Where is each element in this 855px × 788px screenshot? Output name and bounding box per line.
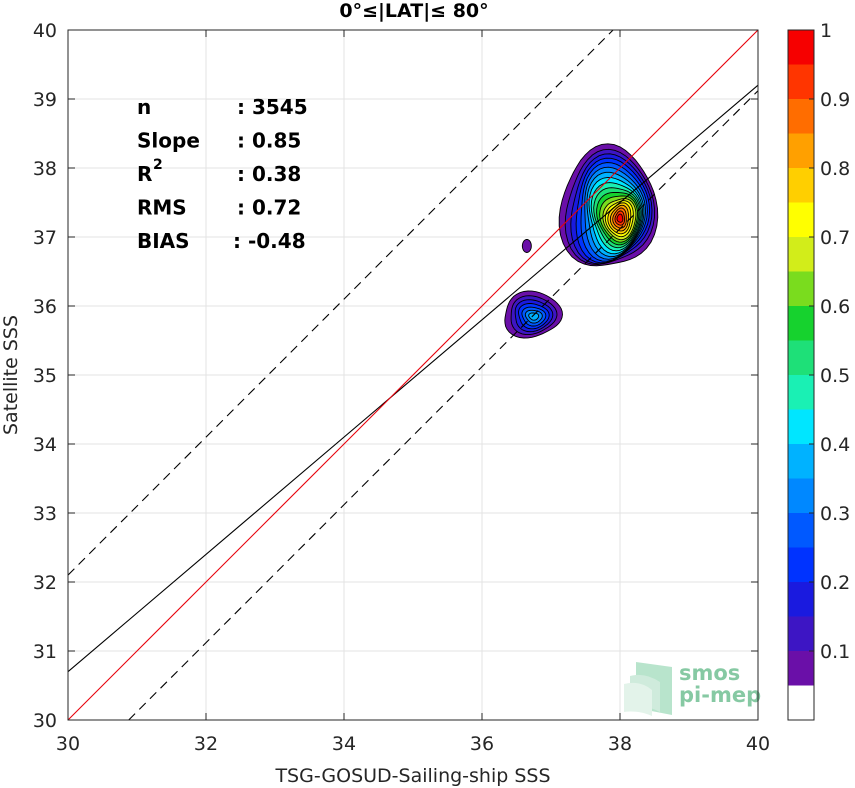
- colorbar-swatch: [788, 30, 814, 65]
- x-tick-label: 30: [56, 733, 80, 755]
- colorbar-swatch: [788, 651, 814, 686]
- stat-label: RMS: [137, 196, 187, 220]
- contour-level: [521, 239, 532, 253]
- colorbar-swatch: [788, 444, 814, 479]
- stat-label: n: [137, 95, 151, 119]
- colorbar-swatch: [788, 685, 814, 720]
- cluster-small: [521, 239, 532, 253]
- reference-lines: [67, 29, 759, 721]
- watermark-line2: pi-mep: [679, 683, 761, 707]
- y-tick-label: 30: [33, 710, 57, 732]
- regression-line: [67, 84, 759, 673]
- cluster-main: [558, 143, 659, 267]
- colorbar-swatch: [788, 202, 814, 237]
- colorbar-tick-label: 0.7: [820, 227, 850, 249]
- colorbar-swatch: [788, 237, 814, 272]
- contour-level: [616, 213, 624, 223]
- x-axis-label: TSG-GOSUD-Sailing-ship SSS: [274, 765, 550, 787]
- colorbar-swatch: [788, 547, 814, 582]
- colorbar-tick-label: 0.9: [820, 89, 850, 111]
- stat-superscript: 2: [153, 157, 163, 173]
- x-tick-label: 32: [194, 733, 218, 755]
- lower-dashed-line: [128, 90, 759, 721]
- colorbar-swatch: [788, 409, 814, 444]
- colorbar-swatch: [788, 168, 814, 203]
- y-axis: 30 31 32 33 34 35 36 37 38 39 40: [33, 20, 758, 732]
- colorbar-tick-label: 0.8: [820, 158, 850, 180]
- x-tick-label: 38: [608, 733, 632, 755]
- colorbar-swatch: [788, 616, 814, 651]
- stats-box: n : 3545 Slope : 0.85 R 2 : 0.38 RMS : 0.72 BIAS:…: [137, 95, 308, 253]
- stat-label: R: [137, 162, 152, 186]
- colorbar-tick-label: 0.3: [820, 503, 850, 525]
- y-tick-label: 31: [33, 641, 57, 663]
- chart-title: 0°≤|LAT|≤ 80°: [339, 0, 488, 22]
- stat-label: BIAS: [137, 229, 190, 253]
- colorbar-swatch: [788, 582, 814, 617]
- colorbar-tick-label: 0.4: [820, 434, 850, 456]
- colorbar-swatch: [788, 64, 814, 99]
- colorbar-swatch: [788, 271, 814, 306]
- stat-value: : -0.48: [233, 229, 306, 253]
- watermark-logo: smos pi-mep: [624, 661, 761, 716]
- stat-label: Slope: [137, 129, 200, 153]
- stat-value: : 3545: [237, 95, 308, 119]
- colorbar-swatch: [788, 375, 814, 410]
- colorbar-swatch: [788, 99, 814, 134]
- y-tick-label: 36: [33, 296, 57, 318]
- y-tick-label: 32: [33, 572, 57, 594]
- y-tick-label: 38: [33, 158, 57, 180]
- colorbar-swatch: [788, 306, 814, 341]
- plot-area: n : 3545 Slope : 0.85 R 2 : 0.38 RMS : 0.72 BIAS:…: [67, 29, 761, 721]
- colorbar-tick-label: 1: [820, 20, 832, 42]
- colorbar-swatch: [788, 340, 814, 375]
- stat-value: : 0.72: [237, 196, 301, 220]
- stat-value: : 0.38: [237, 162, 301, 186]
- y-tick-label: 35: [33, 365, 57, 387]
- grid: [67, 29, 759, 721]
- y-tick-label: 39: [33, 89, 57, 111]
- x-tick-label: 36: [470, 733, 494, 755]
- upper-dashed-line: [67, 29, 614, 576]
- x-tick-label: 40: [746, 733, 770, 755]
- colorbar-tick-label: 0.1: [820, 641, 850, 663]
- colorbar-swatch: [788, 513, 814, 548]
- colorbar: 0.1 0.2 0.3 0.4 0.5 0.6 0.7 0.8 0.9 1: [787, 20, 850, 721]
- colorbar-swatch: [788, 478, 814, 513]
- colorbar-swatch: [788, 133, 814, 168]
- y-tick-label: 33: [33, 503, 57, 525]
- y-tick-label: 34: [33, 434, 57, 456]
- stat-value: : 0.85: [237, 129, 301, 153]
- logo-icon: [624, 662, 672, 716]
- colorbar-tick-label: 0.6: [820, 296, 850, 318]
- colorbar-tick-label: 0.5: [820, 365, 850, 387]
- x-axis: 30 32 34 36 38 40: [56, 30, 770, 755]
- colorbar-tick-label: 0.2: [820, 572, 850, 594]
- y-tick-label: 37: [33, 227, 57, 249]
- y-axis-label: Satellite SSS: [0, 315, 22, 435]
- density-contours: [504, 143, 659, 339]
- x-tick-label: 34: [332, 733, 356, 755]
- identity-line: [67, 29, 759, 721]
- watermark-line1: smos: [679, 661, 740, 685]
- y-tick-label: 40: [33, 20, 57, 42]
